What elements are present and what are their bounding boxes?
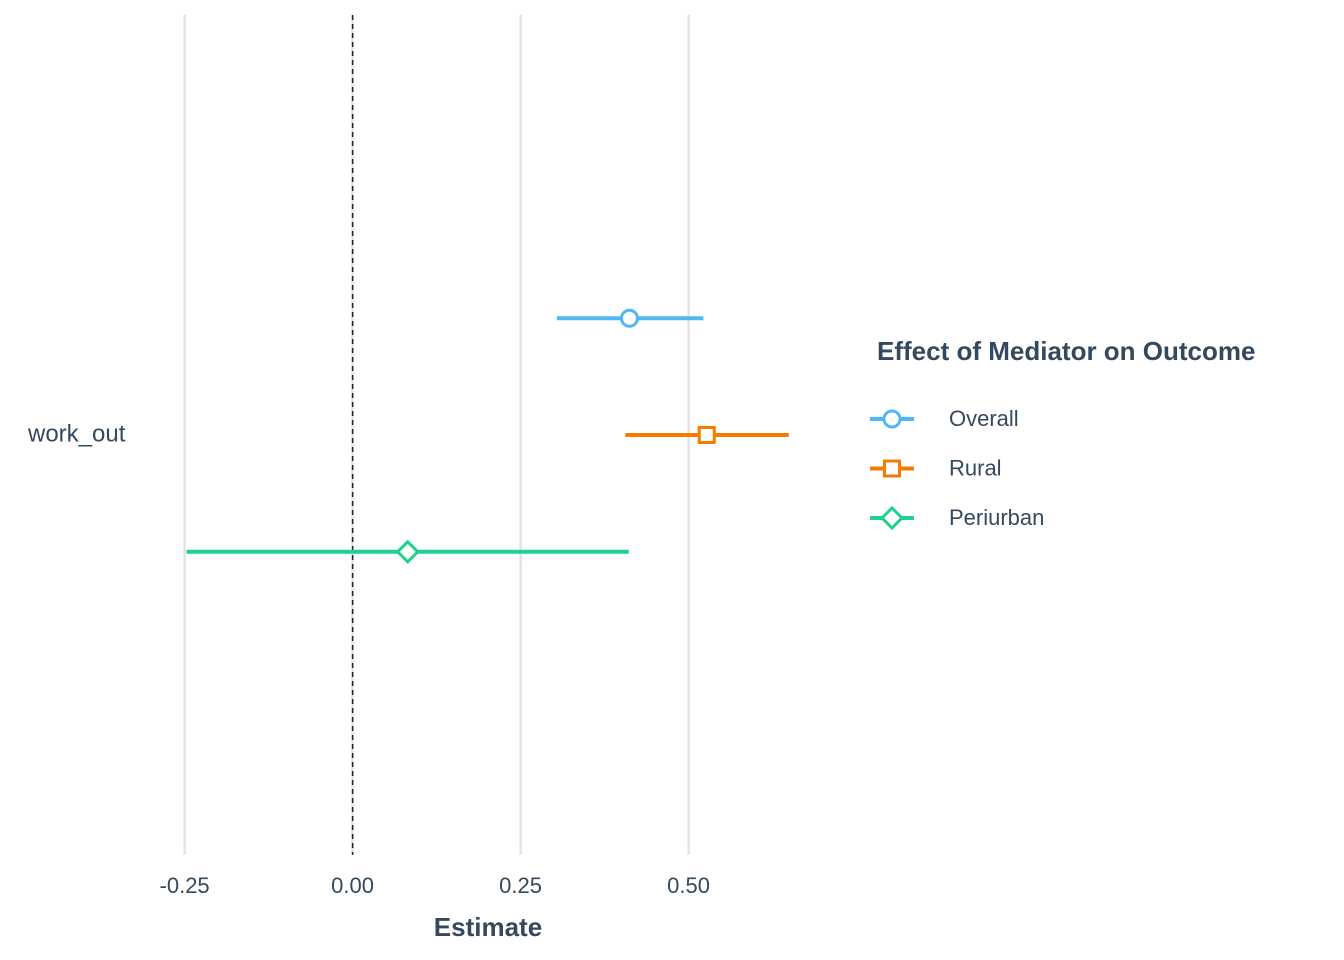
x-axis-title: Estimate bbox=[434, 912, 542, 942]
legend-key-marker bbox=[879, 505, 905, 531]
legend-key-marker bbox=[883, 459, 901, 478]
x-tick-label: 0.00 bbox=[331, 873, 374, 898]
legend-key-marker bbox=[882, 409, 902, 429]
legend-label: Periurban bbox=[949, 505, 1044, 530]
legend-title: Effect of Mediator on Outcome bbox=[877, 336, 1255, 366]
point-estimate bbox=[395, 539, 420, 564]
legend-label: Rural bbox=[949, 455, 1002, 480]
point-estimate bbox=[697, 426, 716, 444]
x-tick-label: 0.25 bbox=[499, 873, 542, 898]
legend-label: Overall bbox=[949, 406, 1019, 431]
point-estimate bbox=[619, 308, 639, 328]
x-tick-label: -0.25 bbox=[160, 873, 210, 898]
x-tick-label: 0.50 bbox=[667, 873, 710, 898]
y-tick-label: work_out bbox=[27, 420, 126, 447]
